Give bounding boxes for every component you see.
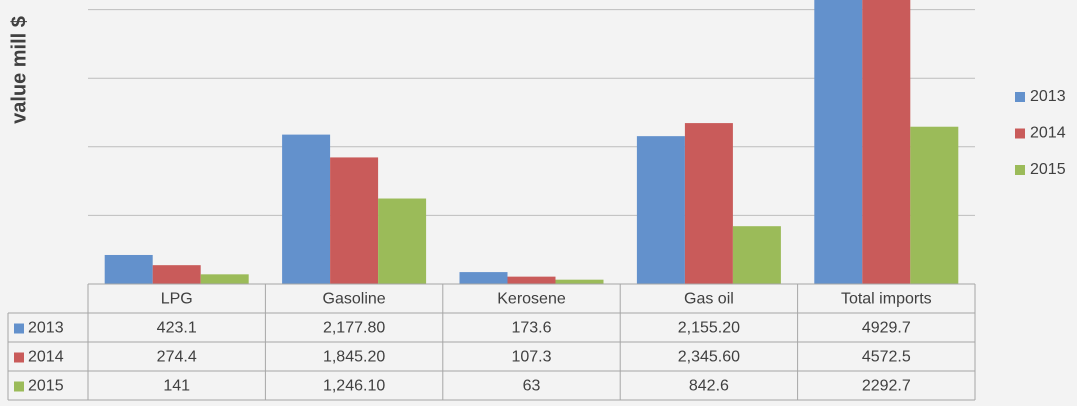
legend-key	[1015, 128, 1025, 139]
bar	[459, 272, 508, 284]
table-cell: 2,345.60	[678, 349, 740, 366]
table-header: Gas oil	[684, 291, 734, 308]
y-axis-label: value mill $	[8, 16, 30, 124]
bar	[152, 265, 201, 284]
table-cell: 1,246.10	[323, 378, 385, 395]
table-cell: 2,177.80	[323, 320, 385, 337]
legend-label: 2015	[1030, 161, 1066, 178]
table-cell: 107.3	[511, 349, 551, 366]
bar	[507, 276, 556, 284]
table-series-name: 2013	[28, 320, 64, 337]
table-cell: 4929.7	[862, 320, 911, 337]
table-cell: 173.6	[511, 320, 551, 337]
bar	[684, 123, 733, 284]
legend-key	[1015, 165, 1025, 175]
table-header: Gasoline	[323, 291, 386, 308]
table-cell: 63	[523, 378, 541, 395]
bar	[282, 134, 331, 284]
table-header: Kerosene	[497, 291, 566, 308]
table-cell: 274.4	[157, 349, 197, 366]
table-cell: 423.1	[157, 320, 197, 337]
bar	[378, 198, 427, 284]
table-cell: 842.6	[689, 378, 729, 395]
bar	[330, 157, 379, 284]
table-header: LPG	[161, 291, 193, 308]
table-header: Total imports	[841, 291, 932, 308]
bar	[200, 274, 249, 284]
legend-key	[1015, 92, 1025, 102]
table-cell: 1,845.20	[323, 349, 385, 366]
table-legend-key	[14, 381, 24, 392]
bar	[814, 0, 863, 285]
table-cell: 2292.7	[862, 378, 911, 395]
bar	[910, 126, 959, 284]
table-legend-key	[14, 352, 24, 363]
bar	[862, 0, 911, 284]
bar	[732, 226, 781, 284]
table-series-name: 2014	[28, 349, 64, 366]
table-series-name: 2015	[28, 378, 64, 395]
table-legend-key	[14, 323, 24, 334]
table-cell: 4572.5	[862, 349, 911, 366]
bar	[555, 279, 604, 284]
bar	[104, 254, 153, 284]
table-cell: 141	[163, 378, 190, 395]
legend-label: 2014	[1030, 125, 1066, 142]
table-cell: 2,155.20	[678, 320, 740, 337]
legend-label: 2013	[1030, 88, 1066, 105]
bar	[636, 136, 685, 284]
